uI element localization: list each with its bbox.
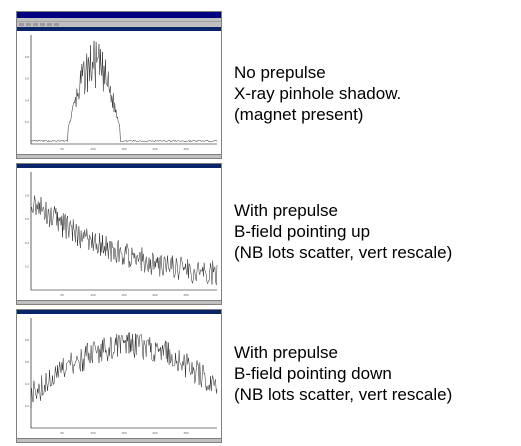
- caption-line: With prepulse: [234, 201, 338, 220]
- caption-line: (NB lots scatter, vert rescale): [234, 243, 453, 262]
- status-bar: [17, 154, 221, 158]
- x-tick-label: 200: [152, 293, 157, 297]
- chart-window-titlebar[interactable]: [17, 27, 221, 31]
- caption-prepulse-down: With prepulse B-field pointing down (NB …: [234, 342, 452, 405]
- axis-frame: [30, 35, 217, 145]
- toolbar: [17, 22, 221, 27]
- y-tick-label: 0.4: [25, 98, 30, 102]
- caption-line: X-ray pinhole shadow.: [234, 84, 402, 103]
- plot-window-no-prepulse: 50 100 150 200 250 0.2 0.4 0.6 0.8: [16, 11, 222, 159]
- x-tick-label: 50: [60, 147, 64, 151]
- y-tick-label: 0.2: [25, 120, 30, 124]
- caption-line: With prepulse: [234, 343, 338, 362]
- caption-line: No prepulse: [234, 63, 326, 82]
- plot-window-prepulse-down: 50 100 150 200 250 0.2 0.4 0.6 0.8: [16, 309, 222, 443]
- axis-frame: [30, 172, 217, 291]
- menu-bar[interactable]: [17, 18, 221, 22]
- status-bar: [17, 300, 221, 304]
- signal-trace: [30, 332, 218, 408]
- toolbar-icon[interactable]: [19, 23, 24, 26]
- x-tick-label: 250: [183, 431, 188, 435]
- x-tick-label: 150: [121, 293, 126, 297]
- toolbar-icon[interactable]: [40, 23, 45, 26]
- chart-window-titlebar[interactable]: [17, 310, 221, 314]
- y-tick-label: 0.8: [25, 194, 30, 198]
- y-tick-label: 0.6: [25, 217, 30, 221]
- x-tick-label: 150: [121, 431, 126, 435]
- caption-prepulse-up: With prepulse B-field pointing up (NB lo…: [234, 200, 452, 263]
- y-tick-label: 0.2: [25, 404, 30, 408]
- x-tick-label: 100: [90, 293, 95, 297]
- signal-trace: [30, 195, 218, 286]
- x-tick-label: 100: [90, 431, 95, 435]
- x-tick-label: 50: [60, 431, 64, 435]
- toolbar-icon[interactable]: [47, 23, 52, 26]
- caption-line: B-field pointing up: [234, 222, 371, 241]
- plot-window-prepulse-up: 50 100 150 200 250 0.2 0.4 0.6 0.8: [16, 163, 222, 305]
- axis-frame: [30, 318, 217, 429]
- chart-window-titlebar[interactable]: [17, 164, 221, 168]
- window-titlebar[interactable]: [17, 12, 221, 18]
- x-tick-label: 200: [152, 147, 157, 151]
- status-bar: [17, 438, 221, 442]
- line-chart: 50 100 150 200 250 0.2 0.4 0.6 0.8: [25, 35, 218, 151]
- caption-line: B-field pointing down: [234, 364, 392, 383]
- y-tick-label: 0.4: [25, 241, 30, 245]
- plot-area: 50 100 150 200 250 0.2 0.4 0.6 0.8: [17, 168, 221, 300]
- y-tick-label: 0.8: [25, 338, 30, 342]
- caption-line: (magnet present): [234, 105, 364, 124]
- y-tick-label: 0.8: [25, 55, 30, 59]
- y-tick-label: 0.4: [25, 382, 30, 386]
- x-tick-label: 250: [183, 293, 188, 297]
- x-tick-label: 250: [183, 147, 188, 151]
- caption-line: (NB lots scatter, vert rescale): [234, 385, 453, 404]
- y-tick-label: 0.2: [25, 264, 30, 268]
- x-tick-label: 200: [152, 431, 157, 435]
- x-tick-label: 150: [121, 147, 126, 151]
- toolbar-icon[interactable]: [33, 23, 38, 26]
- plot-area: 50 100 150 200 250 0.2 0.4 0.6 0.8: [17, 314, 221, 438]
- y-tick-label: 0.6: [25, 360, 30, 364]
- line-chart: 50 100 150 200 250 0.2 0.4 0.6 0.8: [25, 172, 218, 297]
- caption-no-prepulse: No prepulse X-ray pinhole shadow. (magne…: [234, 62, 401, 125]
- line-chart: 50 100 150 200 250 0.2 0.4 0.6 0.8: [25, 318, 218, 435]
- x-tick-label: 50: [60, 293, 64, 297]
- plot-area: 50 100 150 200 250 0.2 0.4 0.6 0.8: [17, 31, 221, 154]
- x-tick-label: 100: [90, 147, 95, 151]
- signal-trace: [30, 40, 218, 143]
- toolbar-icon[interactable]: [54, 23, 59, 26]
- y-tick-label: 0.6: [25, 77, 30, 81]
- toolbar-icon[interactable]: [26, 23, 31, 26]
